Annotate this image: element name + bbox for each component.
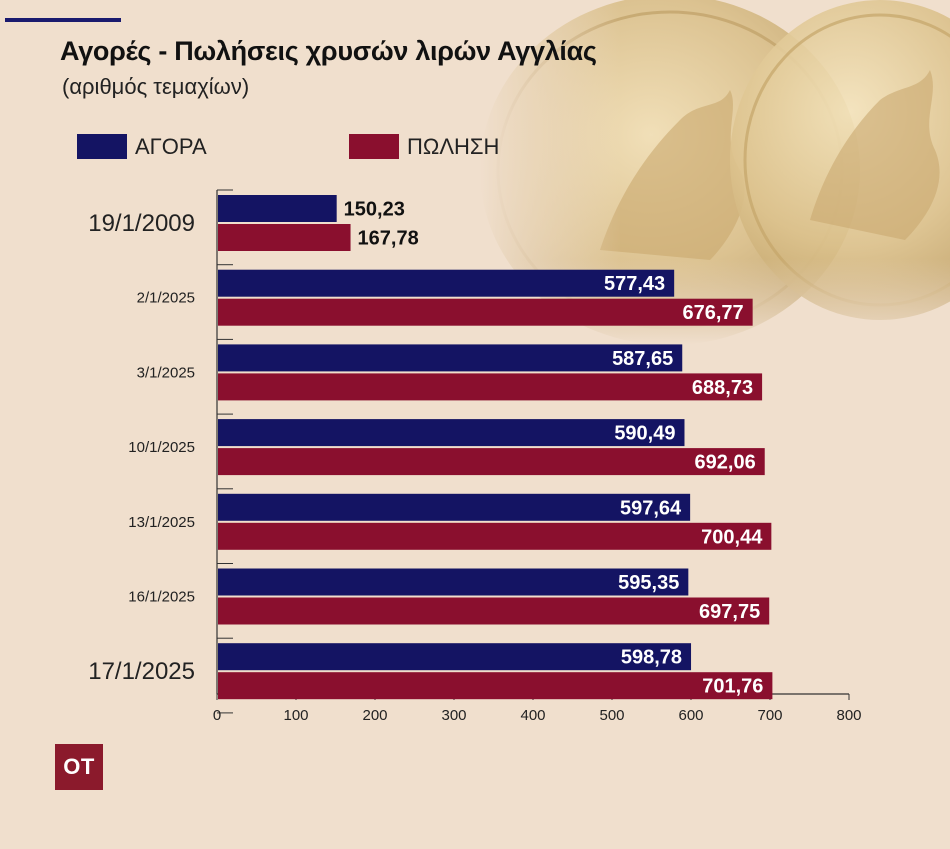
data-label-buy: 577,43 — [604, 273, 665, 295]
category-label: 19/1/2009 — [88, 210, 195, 237]
category-label: 13/1/2025 — [128, 514, 195, 531]
data-label-sell: 700,44 — [701, 526, 763, 548]
legend-swatch-sell — [349, 134, 399, 159]
legend-swatch-buy — [77, 134, 127, 159]
category-label: 16/1/2025 — [128, 589, 195, 606]
bar-buy — [218, 568, 689, 596]
data-label-sell: 676,77 — [682, 302, 743, 324]
x-tick-label: 600 — [678, 707, 703, 724]
x-tick-label: 800 — [836, 707, 861, 724]
data-label-sell: 701,76 — [702, 676, 763, 698]
x-tick-label: 100 — [283, 707, 308, 724]
x-tick-label: 200 — [362, 707, 387, 724]
bar-sell — [218, 448, 765, 476]
gold-coins-image — [480, 0, 950, 345]
bar-buy — [218, 344, 683, 372]
category-label: 17/1/2025 — [88, 658, 195, 685]
data-label-buy: 598,78 — [621, 647, 682, 669]
top-rule — [5, 18, 121, 22]
x-tick-label: 500 — [599, 707, 624, 724]
x-tick-label: 0 — [213, 707, 221, 724]
data-label-sell: 692,06 — [695, 452, 756, 474]
category-label: 2/1/2025 — [137, 290, 195, 307]
page-subtitle: (αριθμός τεμαχίων) — [62, 74, 250, 99]
bar-sell — [218, 672, 773, 700]
data-label-buy: 587,65 — [612, 348, 673, 370]
legend-item-buy: ΑΓΟΡΑ — [77, 134, 207, 159]
bar-sell — [218, 597, 770, 625]
x-tick-label: 700 — [757, 707, 782, 724]
data-label-buy: 595,35 — [618, 572, 679, 594]
bar-buy — [218, 493, 691, 521]
page-title: Αγορές - Πωλήσεις χρυσών λιρών Αγγλίας — [60, 36, 597, 66]
x-tick-label: 400 — [520, 707, 545, 724]
legend-item-sell: ΠΩΛΗΣΗ — [349, 134, 499, 159]
bar-sell — [218, 224, 351, 251]
bar-buy — [218, 419, 685, 447]
x-tick-label: 300 — [441, 707, 466, 724]
legend-label-buy: ΑΓΟΡΑ — [135, 133, 207, 159]
bar-buy — [218, 195, 337, 222]
bar-sell — [218, 298, 753, 326]
data-label-buy: 597,64 — [620, 497, 682, 519]
data-label-sell: 688,73 — [692, 377, 753, 399]
data-label-sell: 697,75 — [699, 601, 760, 623]
logo-text: OT — [63, 754, 95, 779]
bar-buy — [218, 643, 692, 671]
ot-logo: OT — [55, 744, 103, 790]
legend-label-sell: ΠΩΛΗΣΗ — [407, 133, 500, 159]
category-label: 10/1/2025 — [128, 439, 195, 456]
data-label-buy: 150,23 — [344, 199, 405, 221]
category-label: 3/1/2025 — [137, 364, 195, 381]
bar-sell — [218, 373, 763, 401]
bar-buy — [218, 269, 675, 297]
bar-sell — [218, 522, 772, 550]
data-label-buy: 590,49 — [614, 423, 675, 445]
data-label-sell: 167,78 — [358, 228, 419, 250]
